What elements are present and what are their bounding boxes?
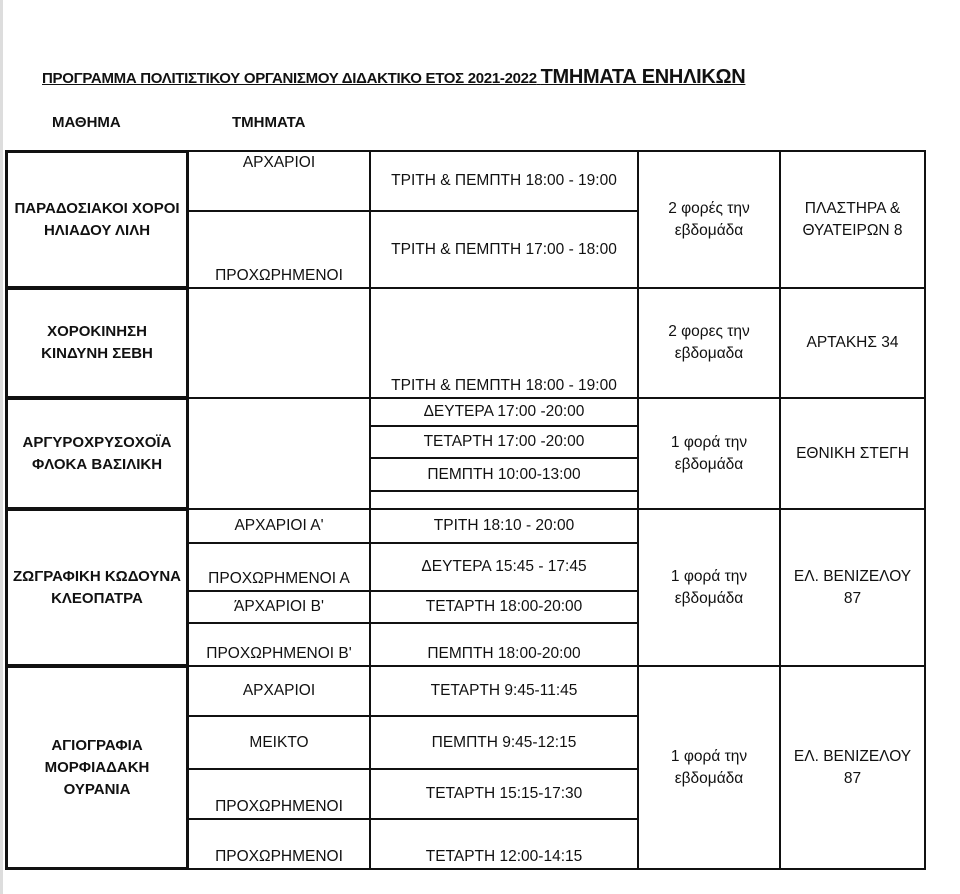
frequency-cell-text: 2 φορες την εβδομαδα <box>668 323 750 362</box>
course-cell-text: ΧΟΡΟΚΙΝΗΣΗ ΚΙΝΔΥΝΗ ΣΕΒΗ <box>41 323 153 362</box>
group-cell-text: ΠΡΟΧΩΡΗΜΕΝΟΙ <box>215 848 343 865</box>
group-cell-text: ΑΡΧΑΡΙΟΙ Α' <box>234 517 324 534</box>
time-cell-text: ΤΡΙΤΗ & ΠΕΜΠΤΗ 18:00 - 19:00 <box>391 377 617 394</box>
frequency-cell: 2 φορές την εβδομάδα <box>637 150 781 289</box>
location-cell-text: ΕΛ. ΒΕΝΙΖΕΛΟΥ 87 <box>793 567 912 607</box>
frequency-cell-text: 1 φορά την εβδομάδα <box>670 747 748 787</box>
frequency-cell-text: 2 φορές την εβδομάδα <box>668 199 750 239</box>
time-cell: ΤΡΙΤΗ & ΠΕΜΠΤΗ 18:00 - 19:00 <box>369 150 639 212</box>
group-cell-text: ΠΡΟΧΩΡΗΜΕΝΟΙ <box>215 798 343 815</box>
time-cell-text: ΤΡΙΤΗ & ΠΕΜΠΤΗ 17:00 - 18:00 <box>391 240 617 258</box>
time-cell-text: ΠΕΜΠΤΗ 10:00-13:00 <box>427 465 581 483</box>
title-adults: ΤΜΗΜΑΤΑ ΕΝΗΛΙΚΩΝ <box>540 66 746 88</box>
time-cell: ΠΕΜΠΤΗ 9:45-12:15 <box>369 715 639 770</box>
document-title: ΠΡΟΓΡΑΜΜΑ ΠΟΛΙΤΙΣΤΙΚΟΥ ΟΡΓΑΝΙΣΜΟΥ ΔΙΔΑΚΤ… <box>42 66 746 89</box>
course-cell-text: ΖΩΓΡΑΦΙΚΗ ΚΩΔΟΥΝΑ ΚΛΕΟΠΑΤΡΑ <box>13 567 181 607</box>
location-cell: ΠΛΑΣΤΗΡΑ & ΘΥΑΤΕΙΡΩΝ 8 <box>779 150 926 289</box>
location-cell: ΕΘΝΙΚΗ ΣΤΕΓΗ <box>779 397 926 510</box>
time-cell: ΤΕΤΑΡΤΗ 9:45-11:45 <box>369 665 639 717</box>
time-cell: ΤΕΤΑΡΤΗ 12:00-14:15 <box>369 818 639 870</box>
group-cell: ΜΕΙΚΤΟ <box>187 715 371 770</box>
frequency-cell-text: 1 φορά την εβδομάδα <box>670 433 748 473</box>
time-cell-text: ΤΕΤΑΡΤΗ 15:15-17:30 <box>425 785 583 802</box>
group-cell: ΠΡΟΧΩΡΗΜΕΝΟΙ Α <box>187 542 371 592</box>
time-cell-text: ΠΕΜΠΤΗ 18:00-20:00 <box>427 645 581 662</box>
group-cell-text: ΑΡΧΑΡΙΟΙ <box>242 154 316 171</box>
time-cell: ΔΕΥΤΕΡΑ 17:00 -20:00 <box>369 397 639 427</box>
header-groups: ΤΜΗΜΑΤΑ <box>232 114 306 131</box>
time-cell: ΔΕΥΤΕΡΑ 15:45 - 17:45 <box>369 542 639 592</box>
course-cell-text: ΠΑΡΑΔΟΣΙΑΚΟΙ ΧΟΡΟΙ ΗΛΙΑΔΟΥ ΛΙΛΗ <box>14 199 180 239</box>
location-cell: ΑΡΤΑΚΗΣ 34 <box>779 287 926 399</box>
group-cell-text: ΠΡΟΧΩΡΗΜΕΝΟΙ <box>215 267 343 284</box>
time-cell: ΤΕΤΑΡΤΗ 17:00 -20:00 <box>369 425 639 459</box>
time-cell <box>369 490 639 510</box>
course-cell: ΠΑΡΑΔΟΣΙΑΚΟΙ ΧΟΡΟΙ ΗΛΙΑΔΟΥ ΛΙΛΗ <box>5 150 189 289</box>
time-cell-text: ΔΕΥΤΕΡΑ 15:45 - 17:45 <box>421 558 587 575</box>
time-cell-text: ΔΕΥΤΕΡΑ 17:00 -20:00 <box>423 403 585 420</box>
header-course: ΜΑΘΗΜΑ <box>52 114 121 131</box>
group-cell: ΑΡΧΑΡΙΟΙ <box>187 150 371 212</box>
group-cell: ΑΡΧΑΡΙΟΙ Α' <box>187 508 371 544</box>
location-cell: ΕΛ. ΒΕΝΙΖΕΛΟΥ 87 <box>779 665 926 870</box>
page-edge <box>0 0 3 894</box>
location-cell: ΕΛ. ΒΕΝΙΖΕΛΟΥ 87 <box>779 508 926 667</box>
course-cell: ΑΓΙΟΓΡΑΦΙΑ ΜΟΡΦΙΑΔΑΚΗ ΟΥΡΑΝΙΑ <box>5 665 189 870</box>
frequency-cell: 2 φορες την εβδομαδα <box>637 287 781 399</box>
time-cell: ΤΡΙΤΗ & ΠΕΜΠΤΗ 18:00 - 19:00 <box>369 287 639 399</box>
time-cell: ΤΡΙΤΗ 18:10 - 20:00 <box>369 508 639 544</box>
time-cell-text: ΠΕΜΠΤΗ 9:45-12:15 <box>431 733 577 751</box>
frequency-cell: 1 φορά την εβδομάδα <box>637 397 781 510</box>
course-cell-text: ΑΡΓΥΡΟΧΡΥΣΟΧΟΪΑ ΦΛΟΚΑ ΒΑΣΙΛΙΚΗ <box>22 433 172 473</box>
frequency-cell-text: 1 φορά την εβδομάδα <box>670 567 748 607</box>
group-cell-text: ΑΡΧΑΡΙΟΙ <box>242 682 316 699</box>
time-cell-text: ΤΕΤΑΡΤΗ 12:00-14:15 <box>425 848 583 865</box>
time-cell: ΠΕΜΠΤΗ 10:00-13:00 <box>369 457 639 492</box>
group-cell: ΠΡΟΧΩΡΗΜΕΝΟΙ Β' <box>187 622 371 667</box>
time-cell-text: ΤΕΤΑΡΤΗ 9:45-11:45 <box>430 682 578 699</box>
time-cell-text: ΤΡΙΤΗ 18:10 - 20:00 <box>433 517 575 534</box>
group-cell-text: ΆΡΧΑΡΙΟΙ Β' <box>234 598 324 615</box>
title-main: ΠΡΟΓΡΑΜΜΑ ΠΟΛΙΤΙΣΤΙΚΟΥ ΟΡΓΑΝΙΣΜΟΥ ΔΙΔΑΚΤ… <box>42 70 537 87</box>
time-cell-text: ΤΕΤΑΡΤΗ 18:00-20:00 <box>425 598 583 615</box>
group-cell <box>187 287 371 399</box>
time-cell: ΤΕΤΑΡΤΗ 18:00-20:00 <box>369 590 639 624</box>
group-cell: ΆΡΧΑΡΙΟΙ Β' <box>187 590 371 624</box>
course-cell-text: ΑΓΙΟΓΡΑΦΙΑ ΜΟΡΦΙΑΔΑΚΗ ΟΥΡΑΝΙΑ <box>44 736 150 798</box>
time-cell-text: ΤΕΤΑΡΤΗ 17:00 -20:00 <box>423 433 585 450</box>
course-cell: ΑΡΓΥΡΟΧΡΥΣΟΧΟΪΑ ΦΛΟΚΑ ΒΑΣΙΛΙΚΗ <box>5 397 189 510</box>
time-cell-text: ΤΡΙΤΗ & ΠΕΜΠΤΗ 18:00 - 19:00 <box>391 172 617 189</box>
group-cell: ΠΡΟΧΩΡΗΜΕΝΟΙ <box>187 818 371 870</box>
group-cell-text: ΜΕΙΚΤΟ <box>249 733 309 751</box>
time-cell: ΤΡΙΤΗ & ΠΕΜΠΤΗ 17:00 - 18:00 <box>369 210 639 289</box>
time-cell: ΤΕΤΑΡΤΗ 15:15-17:30 <box>369 768 639 820</box>
course-cell: ΧΟΡΟΚΙΝΗΣΗ ΚΙΝΔΥΝΗ ΣΕΒΗ <box>5 287 189 399</box>
group-cell-text: ΠΡΟΧΩΡΗΜΕΝΟΙ Α <box>208 570 350 587</box>
group-cell: ΑΡΧΑΡΙΟΙ <box>187 665 371 717</box>
group-cell: ΠΡΟΧΩΡΗΜΕΝΟΙ <box>187 768 371 820</box>
course-cell: ΖΩΓΡΑΦΙΚΗ ΚΩΔΟΥΝΑ ΚΛΕΟΠΑΤΡΑ <box>5 508 189 667</box>
group-cell <box>187 397 371 510</box>
group-cell-text: ΠΡΟΧΩΡΗΜΕΝΟΙ Β' <box>206 645 352 662</box>
location-cell-text: ΕΘΝΙΚΗ ΣΤΕΓΗ <box>796 444 909 462</box>
location-cell-text: ΕΛ. ΒΕΝΙΖΕΛΟΥ 87 <box>793 747 912 787</box>
group-cell: ΠΡΟΧΩΡΗΜΕΝΟΙ <box>187 210 371 289</box>
time-cell: ΠΕΜΠΤΗ 18:00-20:00 <box>369 622 639 667</box>
frequency-cell: 1 φορά την εβδομάδα <box>637 665 781 870</box>
location-cell-text: ΠΛΑΣΤΗΡΑ & ΘΥΑΤΕΙΡΩΝ 8 <box>802 199 903 239</box>
location-cell-text: ΑΡΤΑΚΗΣ 34 <box>806 334 899 351</box>
frequency-cell: 1 φορά την εβδομάδα <box>637 508 781 667</box>
